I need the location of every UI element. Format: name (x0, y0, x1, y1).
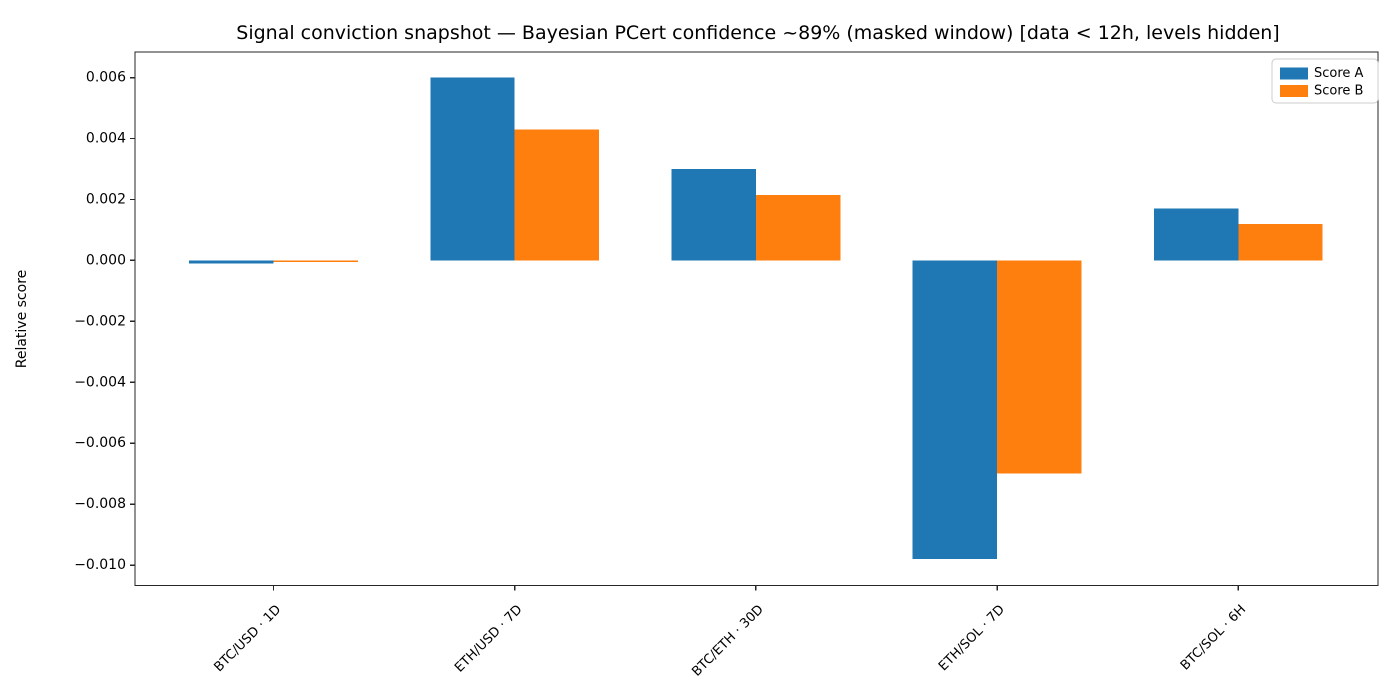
legend-label-score-a: Score A (1314, 66, 1364, 81)
chart-title: Signal conviction snapshot — Bayesian PC… (236, 22, 1279, 44)
y-axis-label: Relative score (14, 270, 30, 369)
bar-score-b-0 (273, 260, 358, 262)
bar-score-a-4 (1153, 208, 1239, 261)
y-tick-label-6: −0.006 (74, 435, 126, 451)
bar-score-b-3 (997, 260, 1082, 474)
legend-label-score-b: Score B (1314, 84, 1363, 99)
y-tick-label-8: −0.010 (74, 557, 126, 573)
y-tick-label-5: −0.004 (74, 374, 126, 390)
bar-score-b-2 (755, 194, 841, 261)
bar-score-a-2 (671, 168, 756, 261)
plot-area (135, 52, 1378, 586)
bar-score-b-4 (1238, 223, 1323, 261)
y-tick-label-4: −0.002 (74, 313, 126, 329)
legend-swatch-score-b (1280, 85, 1308, 97)
y-tick-label-7: −0.008 (74, 496, 126, 512)
y-tick-label-1: 0.004 (86, 131, 126, 147)
y-tick-label-3: 0.000 (86, 252, 126, 268)
bar-score-b-1 (514, 129, 600, 261)
y-tick-label-2: 0.002 (86, 191, 126, 207)
bar-score-a-1 (430, 77, 515, 261)
y-tick-label-0: 0.006 (86, 70, 126, 86)
bar-score-a-0 (189, 260, 274, 264)
legend-swatch-score-a (1280, 67, 1308, 80)
bar-score-a-3 (912, 260, 998, 559)
